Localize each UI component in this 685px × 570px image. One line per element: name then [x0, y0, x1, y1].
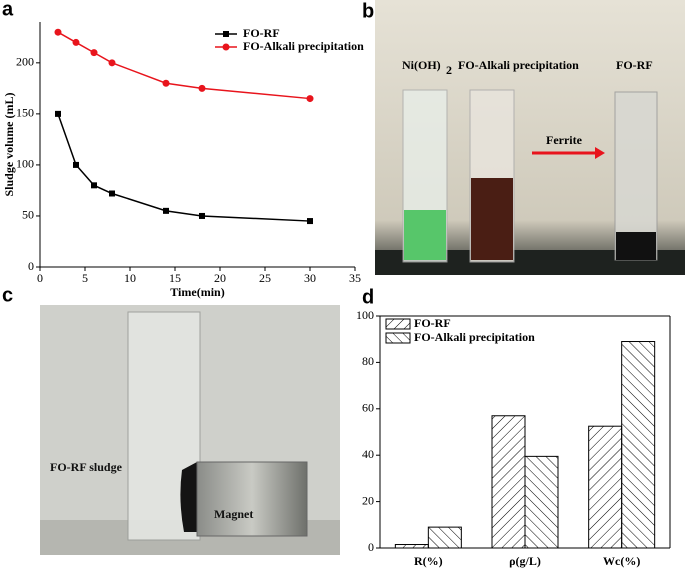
bar: [427, 526, 462, 549]
y-tick-label: 0: [368, 540, 374, 554]
x-tick-label: ρ(g/L): [509, 554, 541, 568]
x-tick-label: 35: [349, 271, 361, 285]
marker: [54, 28, 62, 36]
x-tick-label: 0: [37, 271, 43, 285]
x-tick-label: R(%): [414, 554, 443, 568]
photo-label: 2: [446, 63, 452, 77]
legend-marker: [223, 31, 229, 37]
photo-c: [40, 305, 340, 555]
photo-label: Ni(OH): [402, 58, 441, 72]
panel-label: b: [362, 0, 374, 22]
x-tick-label: 15: [169, 271, 181, 285]
marker: [199, 212, 205, 219]
marker: [162, 79, 170, 87]
y-tick-label: 60: [362, 401, 374, 415]
legend-label: FO-Alkali precipitation: [243, 39, 364, 53]
marker: [108, 59, 116, 67]
legend-swatch: [385, 332, 411, 344]
y-tick-label: 50: [22, 208, 34, 222]
y-tick-label: 20: [362, 493, 374, 507]
photo-label: Magnet: [214, 507, 253, 521]
y-tick-label: 100: [356, 308, 374, 322]
legend-marker: [222, 43, 230, 51]
photo-b: [375, 0, 685, 275]
marker: [55, 110, 61, 117]
y-tick-label: 150: [16, 106, 34, 120]
bar: [524, 455, 559, 549]
marker: [90, 49, 98, 57]
marker: [307, 218, 313, 225]
y-tick-label: 100: [16, 157, 34, 171]
marker: [306, 95, 314, 103]
photo-label: Ferrite: [546, 133, 583, 147]
panel-label: c: [2, 284, 13, 306]
photo-label: FO-RF: [616, 58, 653, 72]
line: [57, 113, 311, 222]
panel-label: d: [362, 286, 374, 308]
y-tick-label: 80: [362, 354, 374, 368]
marker: [72, 38, 80, 46]
marker: [163, 207, 169, 214]
legend-label: FO-RF: [243, 26, 280, 40]
bar: [491, 415, 526, 549]
marker: [73, 161, 79, 168]
x-tick-label: 20: [214, 271, 226, 285]
photo-label: FO-Alkali precipitation: [458, 58, 579, 72]
marker: [109, 190, 115, 197]
y-tick-label: 200: [16, 55, 34, 69]
x-tick-label: 25: [259, 271, 271, 285]
x-axis-label: Time(min): [170, 285, 224, 299]
legend-label: FO-RF: [414, 316, 451, 330]
bar: [621, 341, 656, 549]
legend-swatch: [385, 318, 411, 330]
y-tick-label: 0: [28, 259, 34, 273]
x-tick-label: 30: [304, 271, 316, 285]
panel-label: a: [2, 0, 14, 20]
y-axis-label: Sludge volume (mL): [2, 92, 16, 196]
x-tick-label: Wc(%): [603, 554, 640, 568]
x-tick-label: 5: [82, 271, 88, 285]
x-tick-label: 10: [124, 271, 136, 285]
marker: [91, 182, 97, 189]
marker: [198, 84, 206, 92]
bar: [588, 425, 623, 549]
photo-label: FO-RF sludge: [50, 460, 123, 474]
bar: [394, 544, 429, 549]
y-tick-label: 40: [362, 447, 374, 461]
legend-label: FO-Alkali precipitation: [414, 330, 535, 344]
